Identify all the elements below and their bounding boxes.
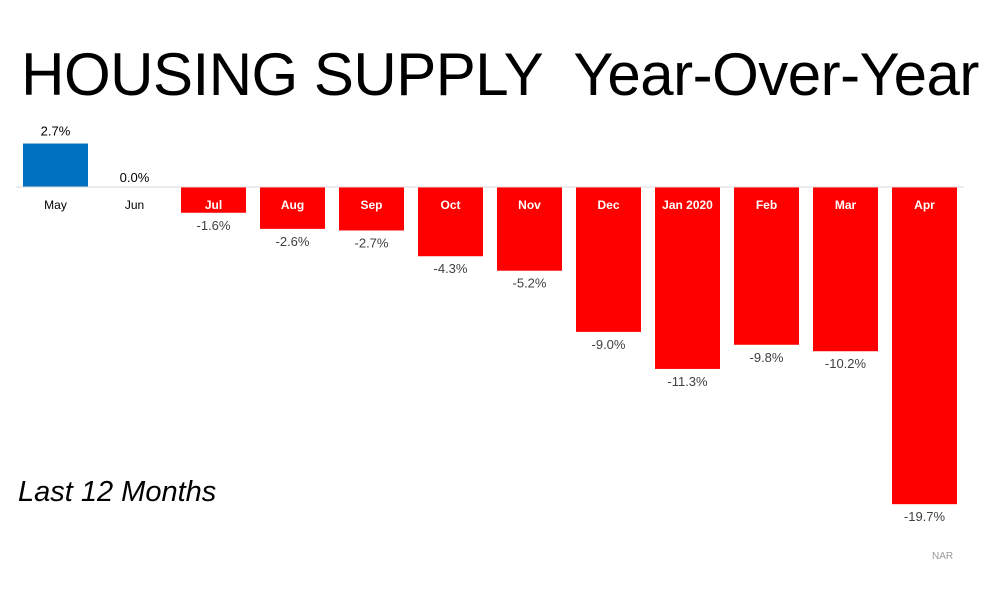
bar-nov [497, 187, 562, 271]
value-label-may: 2.7% [41, 124, 71, 139]
source-label: NAR [932, 551, 954, 562]
bar-apr [892, 187, 957, 505]
value-label-oct: -4.3% [434, 261, 468, 276]
bar-feb [734, 187, 799, 345]
value-label-apr: -19.7% [904, 509, 946, 524]
category-label-mar: Mar [835, 198, 857, 212]
bar-jul [181, 187, 246, 213]
value-label-jan-2020: -11.3% [667, 374, 708, 389]
category-label-sep: Sep [360, 198, 382, 212]
chart-title: HOUSING SUPPLY Year-Over-Year [21, 41, 979, 108]
value-label-jun: 0.0% [120, 170, 150, 185]
bar-may [23, 143, 88, 187]
category-label-apr: Apr [914, 198, 935, 212]
category-label-jun: Jun [125, 198, 144, 212]
value-label-jul: -1.6% [197, 218, 231, 233]
category-label-dec: Dec [597, 198, 619, 212]
value-label-feb: -9.8% [750, 350, 784, 365]
bar-sep [339, 187, 404, 231]
value-label-mar: -10.2% [825, 356, 867, 371]
bar-aug [260, 187, 325, 229]
value-label-dec: -9.0% [592, 337, 626, 352]
labels-layer: May 2.7% Jun 0.0% Jul -1.6% Aug -2.6% Sep -2.7% Oc… [41, 124, 946, 525]
value-label-sep: -2.7% [355, 235, 389, 250]
bar-mar [813, 187, 878, 352]
category-label-aug: Aug [281, 198, 304, 212]
bars-layer [23, 143, 957, 505]
category-label-nov: Nov [518, 198, 541, 212]
value-label-aug: -2.6% [276, 234, 310, 249]
bar-dec [576, 187, 641, 332]
chart-subtitle: Last 12 Months [18, 476, 217, 508]
category-label-jan-2020: Jan 2020 [662, 198, 713, 212]
category-label-oct: Oct [440, 198, 460, 212]
category-label-may: May [44, 198, 67, 212]
value-label-nov: -5.2% [513, 276, 547, 291]
category-label-feb: Feb [756, 198, 777, 212]
bar-jan-2020 [655, 187, 720, 369]
category-label-jul: Jul [205, 198, 222, 212]
bar-oct [418, 187, 483, 257]
